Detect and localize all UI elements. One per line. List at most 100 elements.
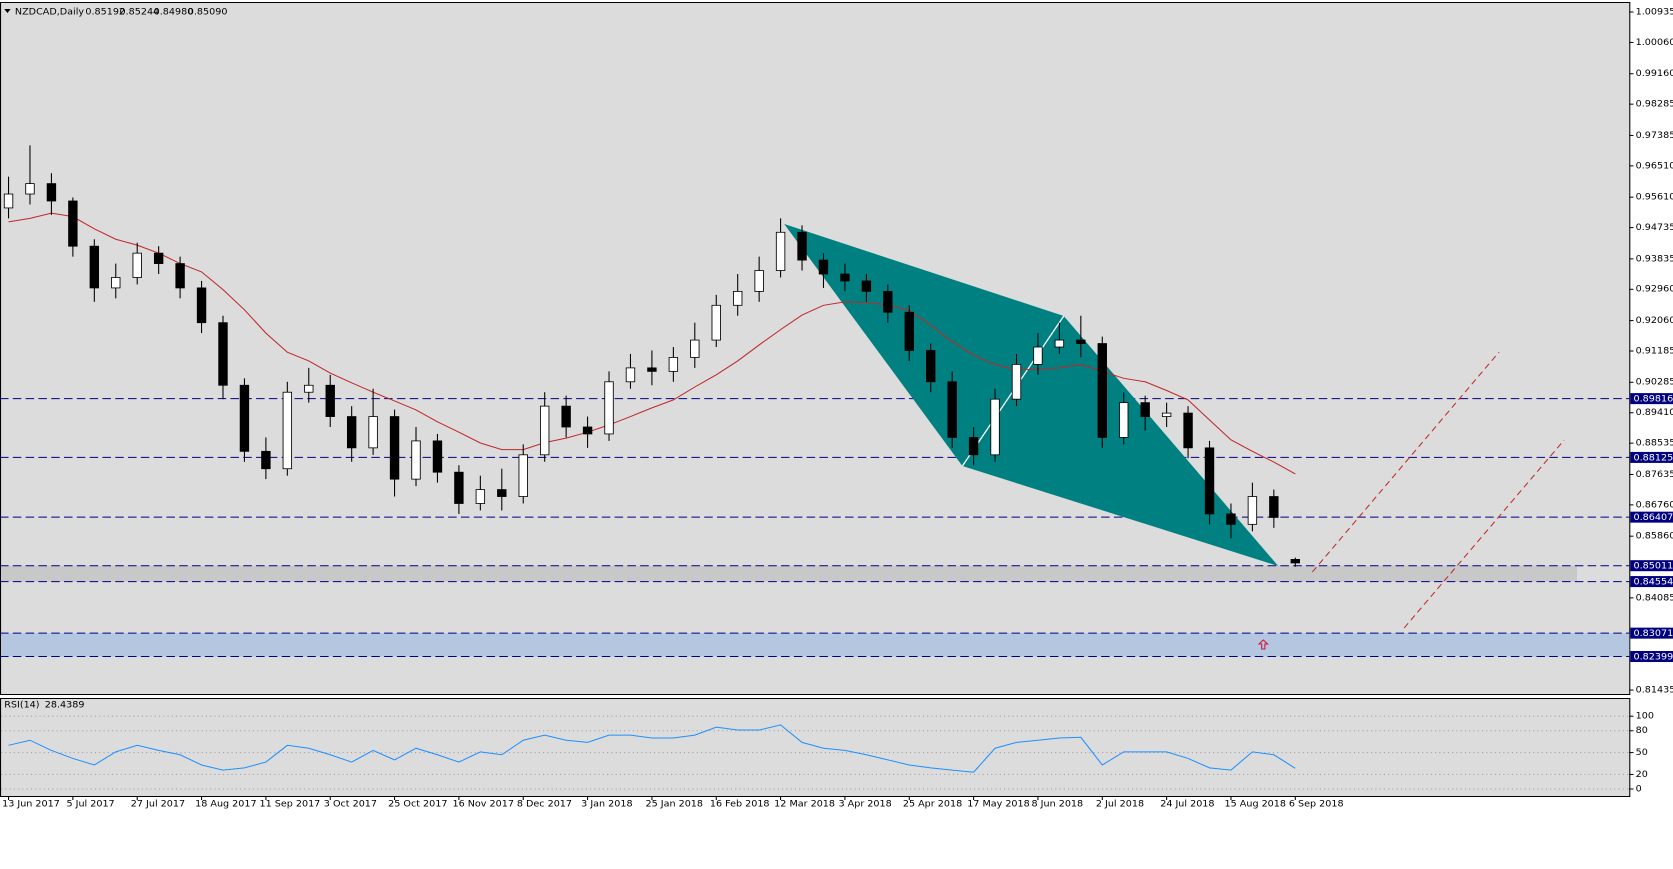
price-zone — [1, 633, 1630, 657]
candle-body — [539, 405, 550, 456]
y-tick-label: 0.95610 — [1636, 192, 1673, 203]
candle-body — [840, 273, 850, 282]
candle-body — [389, 416, 400, 480]
y-tick-label: 1.00935 — [1636, 7, 1673, 18]
candle-body — [968, 437, 979, 456]
candle-body — [754, 270, 764, 292]
y-tick-label: 0.90285 — [1636, 377, 1673, 388]
rsi-title: RSI(14) — [4, 700, 39, 711]
header-value: 0.85192 — [85, 7, 125, 18]
level-label-box — [1630, 393, 1673, 405]
candle-body — [454, 471, 464, 504]
y-tick-label: 0.96510 — [1636, 161, 1673, 172]
x-tick-label: 11 Sep 2017 — [259, 799, 320, 810]
candle-body — [304, 384, 314, 393]
candle-body — [325, 384, 335, 417]
level-label: 0.82399 — [1634, 652, 1673, 663]
harmonic-pattern — [784, 224, 1279, 566]
candle-body — [561, 405, 571, 428]
rsi-line — [8, 724, 1296, 773]
rsi-y-tick-label: 20 — [1636, 769, 1648, 780]
rsi-y-tick-label: 0 — [1636, 784, 1642, 795]
candle-body — [89, 245, 100, 289]
candle-body — [518, 454, 528, 497]
y-tick-label: 0.89410 — [1636, 407, 1673, 418]
zones-layer — [0, 398, 1630, 658]
level-label-box — [1630, 451, 1673, 463]
candle-body — [475, 489, 486, 504]
x-tick-label: 8 Dec 2017 — [517, 799, 572, 810]
candle-body — [775, 231, 786, 271]
candle-body — [432, 440, 443, 473]
candle-body — [690, 339, 700, 358]
candle-body — [261, 450, 271, 470]
candle-body — [1054, 339, 1065, 348]
candle-body — [46, 183, 57, 202]
candle-body — [368, 416, 378, 449]
rsi-y-tick-label: 50 — [1636, 747, 1648, 758]
level-label-box — [1630, 560, 1673, 572]
candle-body — [668, 357, 679, 372]
projection-line — [1311, 351, 1500, 573]
y-tick-label: 0.84085 — [1636, 593, 1673, 604]
x-tick-label: 3 Apr 2018 — [839, 799, 892, 810]
candle-body — [1247, 496, 1258, 525]
candle-body — [647, 367, 657, 372]
candle-body — [282, 391, 293, 470]
candle-body — [68, 200, 78, 247]
candle-body — [1140, 402, 1150, 417]
level-label: 0.85011 — [1634, 561, 1673, 572]
candle-body — [861, 280, 872, 292]
candle-body — [1119, 402, 1129, 438]
candle-body — [1011, 364, 1022, 400]
x-tick-label: 25 Oct 2017 — [388, 799, 447, 810]
y-tick-label: 0.98285 — [1636, 99, 1673, 110]
candle-body — [990, 398, 1000, 456]
y-tick-label: 0.94735 — [1636, 222, 1673, 233]
x-tick-label: 2 Jul 2018 — [1096, 799, 1144, 810]
candle-body — [1076, 339, 1086, 344]
candle-body — [1161, 412, 1172, 417]
candle-body — [153, 252, 164, 264]
y-tick-label: 0.88535 — [1636, 438, 1673, 449]
candle-body — [797, 231, 807, 261]
level-label-box — [1630, 511, 1673, 523]
candle-body — [411, 440, 421, 480]
level-label: 0.86407 — [1634, 512, 1673, 523]
candle-body — [1226, 513, 1236, 525]
x-tick-label: 13 Jun 2017 — [2, 799, 60, 810]
level-label: 0.88125 — [1634, 453, 1673, 464]
candle-body — [1183, 412, 1193, 449]
price-panel — [0, 2, 1631, 695]
candle-body — [3, 193, 14, 209]
candle-body — [346, 416, 357, 449]
y-tick-label: 0.87635 — [1636, 469, 1673, 480]
candle-body — [175, 263, 185, 289]
rsi-panel — [0, 698, 1631, 797]
candle-body — [883, 290, 893, 313]
y-tick-label: 0.92060 — [1636, 315, 1673, 326]
y-tick-label: 0.91185 — [1636, 346, 1673, 357]
candle-body — [111, 277, 121, 289]
header-value: 0.85090 — [188, 7, 228, 18]
x-tick-label: 25 Apr 2018 — [903, 799, 962, 810]
candle-body — [904, 311, 914, 351]
y-tick-label: 0.81435 — [1636, 685, 1673, 696]
x-tick-label: 3 Jan 2018 — [581, 799, 632, 810]
x-tick-label: 5 Jul 2017 — [66, 799, 114, 810]
x-tick-label: 24 Jul 2018 — [1160, 799, 1214, 810]
level-label-box — [1630, 576, 1673, 588]
level-label: 0.89816 — [1634, 394, 1673, 405]
x-tick-label: 6 Sep 2018 — [1289, 799, 1344, 810]
candle-body — [582, 426, 593, 435]
candle-body — [132, 252, 142, 278]
candle-body — [604, 381, 614, 435]
y-tick-label: 0.92960 — [1636, 284, 1673, 295]
y-tick-label: 0.85860 — [1636, 531, 1673, 542]
x-tick-label: 25 Jan 2018 — [646, 799, 704, 810]
header-value: 0.85244 — [120, 7, 160, 18]
candle-body — [239, 384, 250, 452]
candle-body — [1033, 346, 1043, 365]
